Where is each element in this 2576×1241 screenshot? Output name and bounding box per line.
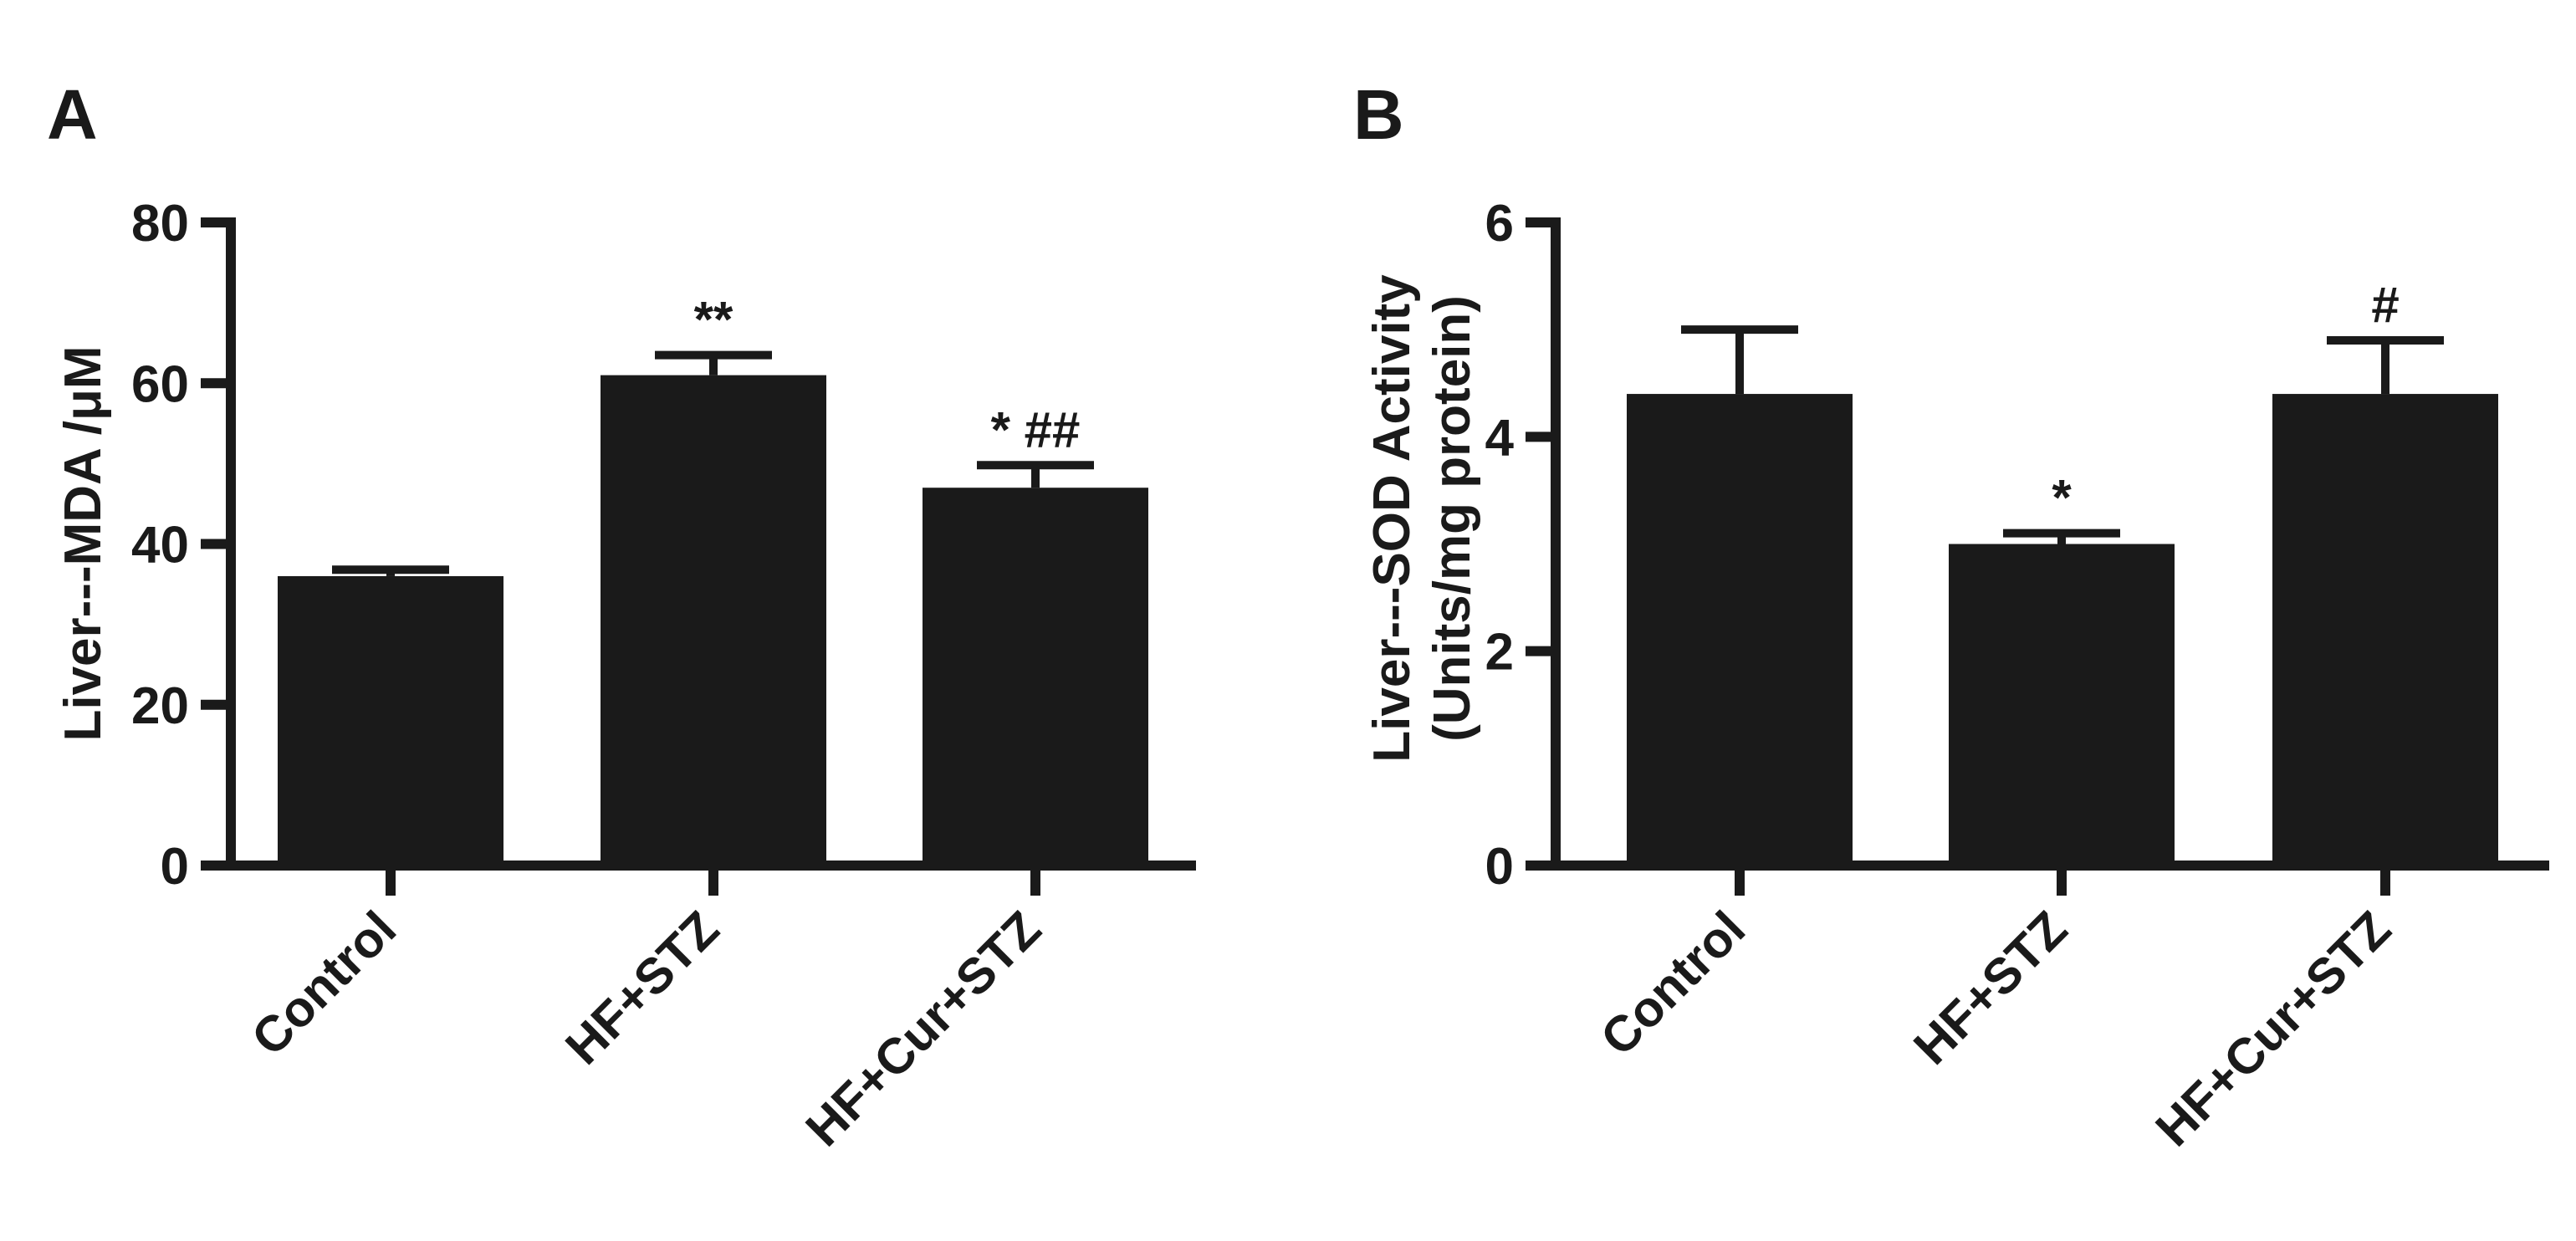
category-label-1: HF+STZ: [1903, 901, 2078, 1075]
category-label-2: HF+Cur+STZ: [2145, 901, 2402, 1157]
significance-label-2: #: [2371, 277, 2399, 333]
category-label-1: HF+STZ: [555, 901, 729, 1075]
y-axis-title-line-0: Liver---MDA /μM: [54, 345, 112, 741]
y-tick-label-2: 40: [131, 517, 189, 575]
y-tick-label-3: 6: [1485, 195, 1514, 253]
category-label-0: Control: [241, 901, 406, 1066]
bar-2: [923, 488, 1148, 866]
significance-label-1: **: [694, 292, 733, 348]
bar-2: [2272, 394, 2498, 866]
y-tick-label-0: 0: [161, 838, 189, 896]
y-tick-label-2: 4: [1485, 409, 1515, 467]
category-label-0: Control: [1590, 901, 1756, 1066]
y-tick-label-3: 60: [131, 355, 189, 413]
panel-label: A: [47, 75, 98, 154]
significance-label-1: *: [2052, 470, 2072, 526]
y-tick-label-0: 0: [1485, 838, 1514, 896]
significance-label-2: * ##: [991, 401, 1081, 457]
bar-0: [1627, 394, 1853, 866]
y-tick-label-1: 2: [1485, 624, 1514, 682]
category-label-2: HF+Cur+STZ: [795, 901, 1052, 1157]
panel-label: B: [1353, 75, 1404, 154]
chart-panel-b: B Control * HF+STZ # HF+Cur+STZ 0 2 4 6 Liver---SO…: [1353, 75, 2549, 1157]
bar-1: [601, 375, 826, 866]
y-axis-title-line-0: Liver---SOD Activity: [1363, 274, 1421, 763]
y-tick-label-1: 20: [131, 677, 189, 735]
y-tick-label-4: 80: [131, 195, 189, 253]
bar-0: [278, 575, 503, 866]
y-axis-title-line-1: (Units/mg protein): [1423, 295, 1481, 742]
bar-1: [1949, 544, 2175, 866]
chart-panel-a: A Control ** HF+STZ * ## HF+Cur+STZ 0 20 40 60 80 L…: [47, 75, 1196, 1157]
